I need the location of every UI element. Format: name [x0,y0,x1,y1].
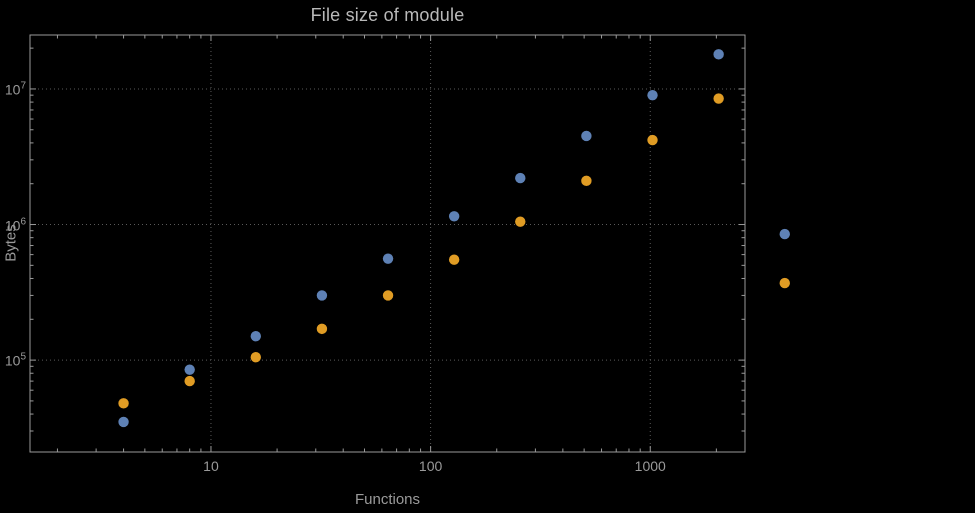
data-point-blue-series [515,172,526,184]
data-point-blue-series [581,130,592,142]
y-tick-label: 105 [4,351,26,369]
data-point-blue-series [118,416,129,428]
x-tick-label: 1000 [634,458,666,474]
data-point-blue-series [647,89,658,101]
data-point-blue-series [184,364,195,375]
data-point-orange-series [713,93,724,104]
data-point-blue-series [779,228,790,240]
y-tick-label: 107 [4,80,26,98]
data-point-orange-series [118,398,129,409]
x-tick-label: 100 [418,458,443,474]
data-point-blue-series [382,253,394,264]
data-point-orange-series [316,323,328,335]
data-point-blue-series [448,211,460,222]
data-point-orange-series [448,254,460,265]
data-point-orange-series [382,290,394,301]
data-point-orange-series [515,216,526,227]
data-point-orange-series [779,277,790,289]
data-point-orange-series [250,352,261,363]
chart-title: File size of module [310,5,465,25]
data-point-blue-series [316,290,328,301]
x-tick-label: 10 [203,458,219,474]
x-axis-label: Functions [354,491,421,508]
data-point-orange-series [647,134,658,146]
data-point-orange-series [184,375,195,387]
y-tick-label: 106 [4,216,26,233]
plot-frame [29,34,746,453]
data-point-blue-series [250,331,261,342]
data-point-orange-series [581,175,592,187]
data-point-blue-series [713,49,724,60]
